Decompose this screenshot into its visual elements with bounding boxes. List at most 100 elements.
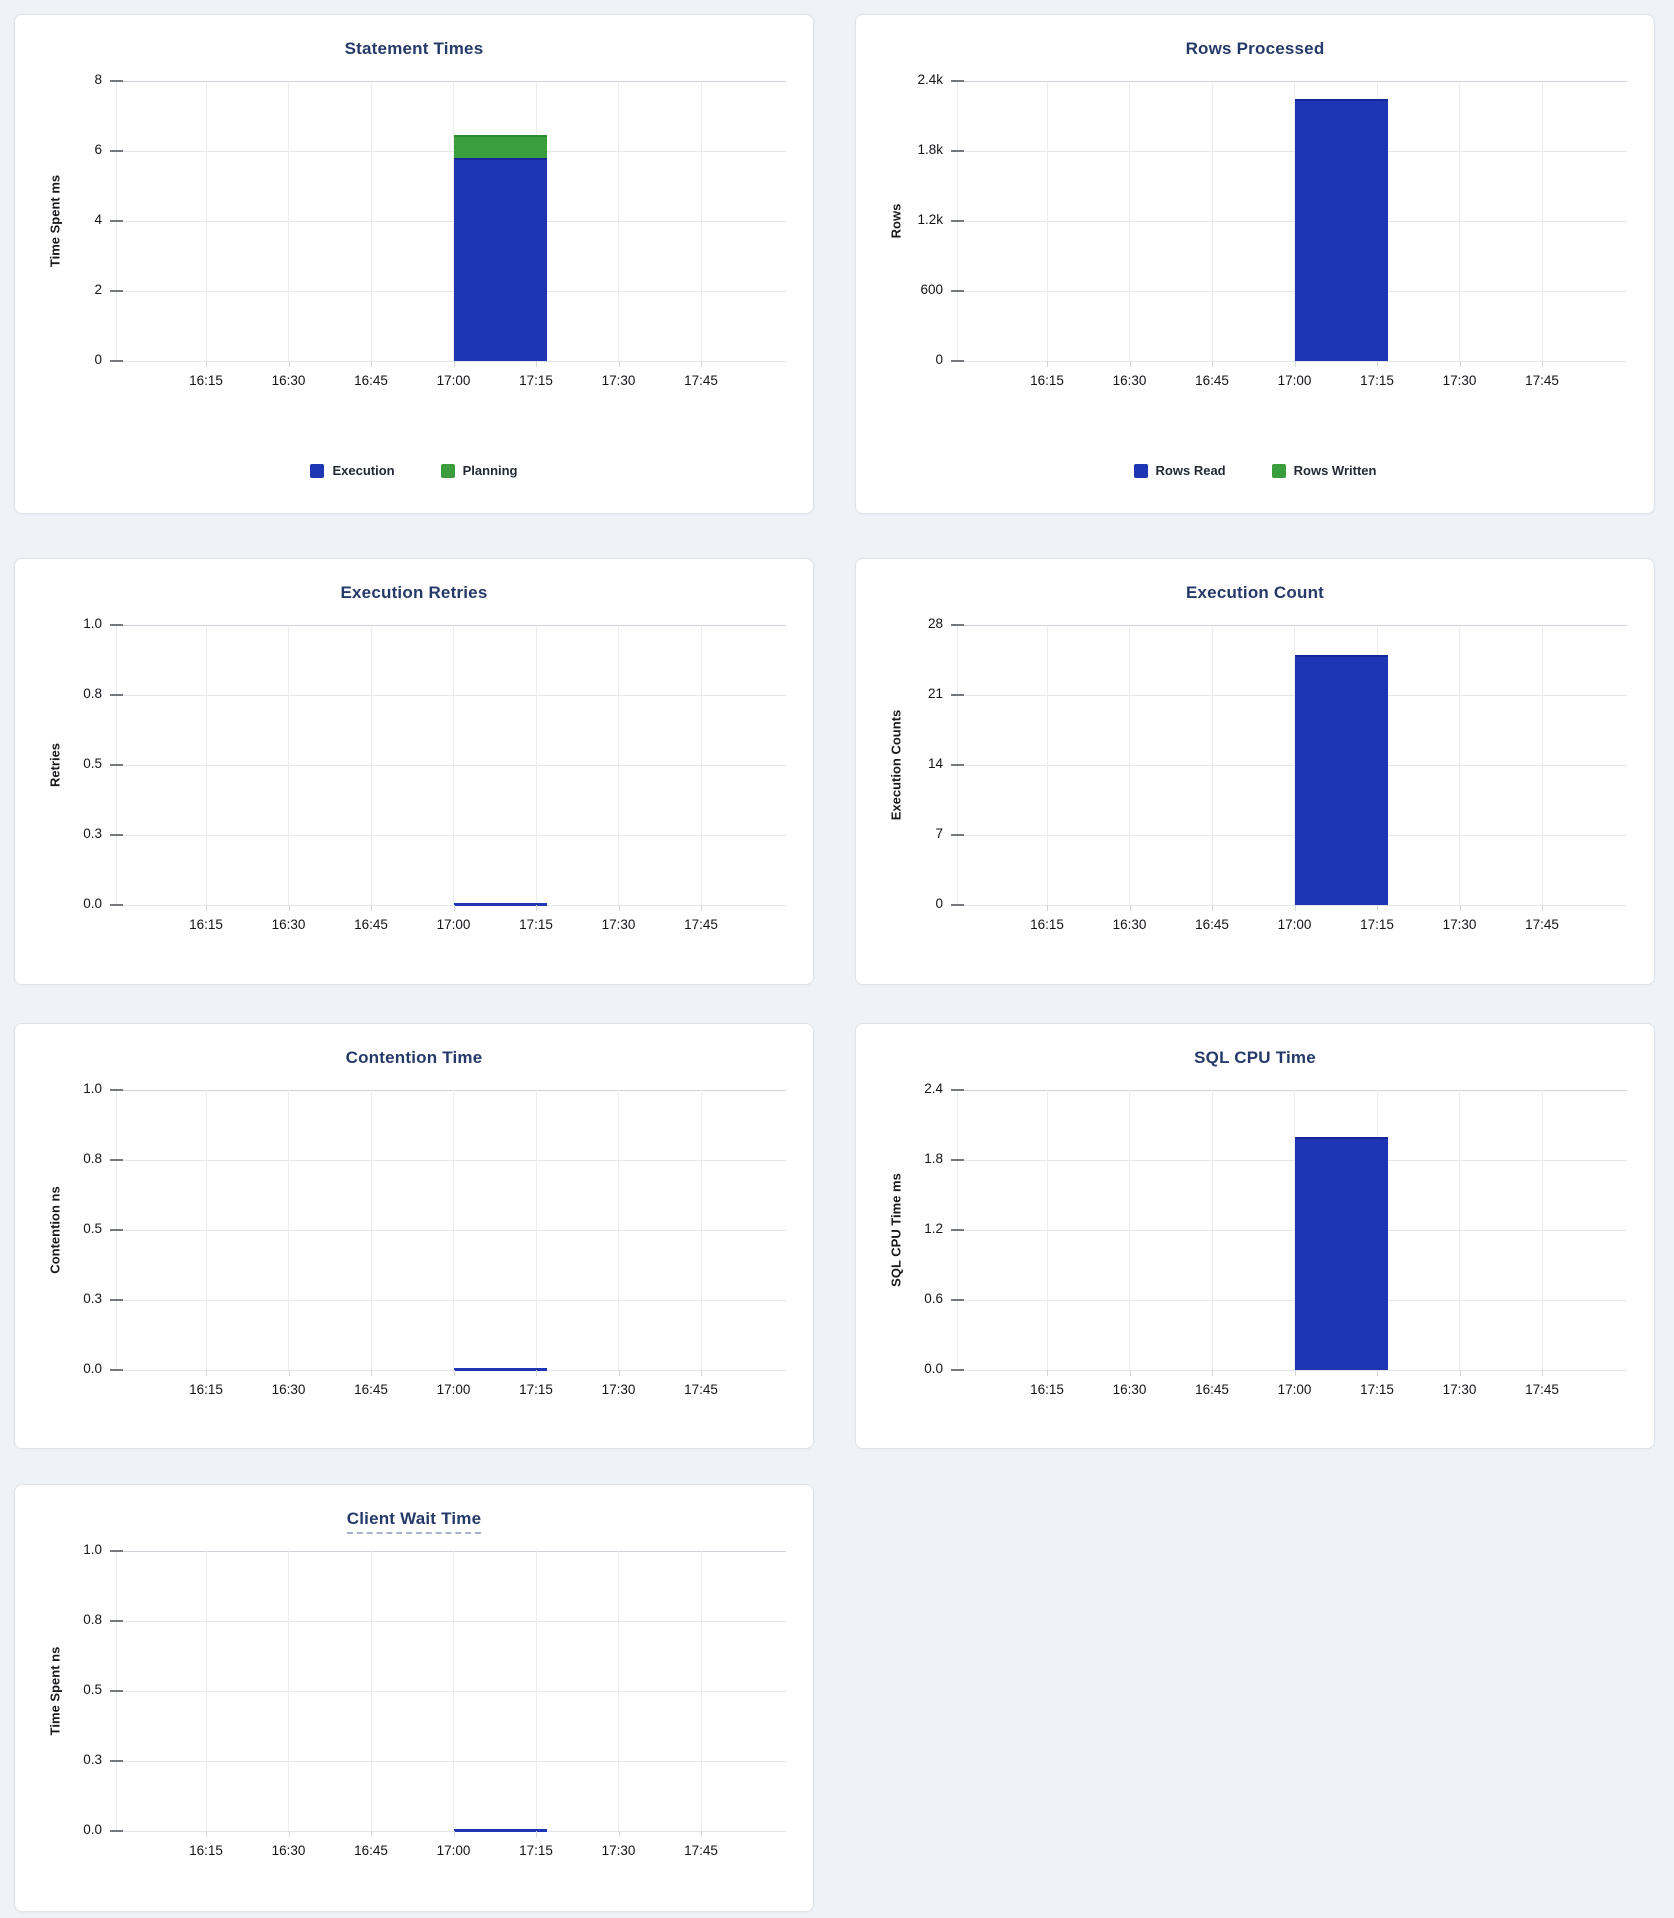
y-tick-mark: [110, 1089, 123, 1091]
y-tick-label: 8: [94, 72, 102, 87]
x-tick-mark: [701, 361, 702, 367]
x-gridline: [1459, 81, 1460, 361]
y-tick-mark: [110, 80, 123, 82]
x-gridline: [1541, 1090, 1543, 1370]
x-tick-label: 17:00: [436, 1843, 471, 1858]
y-tick-label: 1.8k: [917, 142, 943, 157]
y-tick-label: 0.8: [83, 1612, 102, 1627]
x-tick-label: 17:00: [436, 373, 471, 388]
legend-item-planning[interactable]: Planning: [440, 463, 518, 478]
x-gridline: [453, 625, 454, 905]
x-tick-label: 17:30: [1442, 1382, 1477, 1397]
chart-title: SQL CPU Time: [856, 1048, 1654, 1068]
y-tick-label: 1.0: [83, 616, 102, 631]
x-tick-mark: [288, 361, 290, 367]
y-tick-mark: [951, 220, 964, 222]
y-tick-label: 0: [94, 352, 102, 367]
y-gridline: [116, 1760, 786, 1762]
x-gridline: [453, 1090, 454, 1370]
y-tick-label: 0.0: [924, 1361, 943, 1376]
x-tick-label: 16:45: [354, 1382, 388, 1397]
x-tick-label: 16:15: [1030, 373, 1064, 388]
y-gridline: [116, 1299, 786, 1301]
bar-segment: [1294, 1136, 1388, 1370]
chart-title-text: Rows Processed: [1185, 39, 1325, 58]
chart-plot-area: [116, 80, 786, 362]
x-tick-mark: [618, 361, 620, 367]
x-tick-label: 17:00: [436, 917, 471, 932]
y-tick-mark: [110, 624, 123, 626]
x-tick-label: 16:15: [1030, 917, 1064, 932]
x-tick-mark: [1212, 1370, 1213, 1376]
y-gridline: [957, 1089, 1627, 1091]
x-tick-label: 17:45: [684, 917, 718, 932]
x-tick-label: 16:45: [1195, 1382, 1229, 1397]
x-gridline: [288, 625, 289, 905]
x-gridline: [618, 625, 619, 905]
x-gridline: [288, 1551, 289, 1831]
x-tick-label: 17:30: [601, 1843, 636, 1858]
x-gridline: [535, 1090, 537, 1370]
legend-item-rows-read[interactable]: Rows Read: [1133, 463, 1226, 478]
y-tick-mark: [951, 764, 964, 766]
chart-card-contention-time: Contention Time Contention ns 0.0 0.3 0.5 0…: [14, 1023, 814, 1449]
x-tick-label: 17:15: [519, 1843, 553, 1858]
x-gridline: [1459, 1090, 1460, 1370]
x-gridline: [288, 81, 289, 361]
legend-item-rows-written[interactable]: Rows Written: [1271, 463, 1376, 478]
x-tick-mark: [1294, 1370, 1296, 1376]
y-tick-mark: [110, 1620, 123, 1622]
y-tick-label: 0.0: [83, 896, 102, 911]
x-gridline: [205, 625, 207, 905]
x-tick-mark: [371, 1831, 372, 1837]
x-tick-label: 17:30: [601, 1382, 636, 1397]
x-gridline: [205, 1090, 207, 1370]
legend-item-execution[interactable]: Execution: [310, 463, 395, 478]
x-tick-mark: [371, 905, 372, 911]
x-tick-label: 17:15: [1360, 917, 1394, 932]
x-tick-mark: [618, 1370, 620, 1376]
x-tick-label: 17:15: [519, 1382, 553, 1397]
x-tick-label: 17:45: [1525, 917, 1559, 932]
legend-label: Execution: [332, 463, 395, 478]
y-tick-label: 2: [94, 282, 102, 297]
x-tick-label: 17:45: [684, 1382, 718, 1397]
x-tick-mark: [453, 361, 455, 367]
y-gridline: [957, 360, 1627, 362]
y-tick-label: 0.0: [83, 1822, 102, 1837]
y-gridline: [957, 1299, 1627, 1301]
chart-title-text[interactable]: Client Wait Time: [346, 1509, 482, 1534]
x-tick-mark: [1129, 1370, 1131, 1376]
x-gridline: [370, 1090, 372, 1370]
x-tick-mark: [206, 905, 207, 911]
y-tick-label: 1.0: [83, 1081, 102, 1096]
x-tick-mark: [1542, 361, 1543, 367]
y-tick-mark: [110, 1760, 123, 1762]
x-tick-mark: [618, 905, 620, 911]
x-tick-mark: [453, 1370, 455, 1376]
y-tick-mark: [951, 360, 964, 362]
y-gridline: [116, 1369, 786, 1371]
y-gridline: [116, 1089, 786, 1091]
x-tick-label: 17:45: [1525, 1382, 1559, 1397]
x-gridline: [1129, 1090, 1130, 1370]
x-tick-mark: [701, 1831, 702, 1837]
x-tick-label: 16:15: [189, 1382, 223, 1397]
chart-plot-area: [957, 1089, 1627, 1371]
x-tick-mark: [453, 1831, 455, 1837]
x-tick-mark: [1129, 361, 1131, 367]
x-tick-mark: [1542, 905, 1543, 911]
x-gridline: [205, 1551, 207, 1831]
y-tick-mark: [951, 1159, 964, 1161]
x-gridline: [618, 1551, 619, 1831]
x-tick-mark: [288, 905, 290, 911]
y-tick-mark: [110, 1690, 123, 1692]
y-tick-mark: [110, 694, 123, 696]
y-tick-label: 0.8: [83, 1151, 102, 1166]
x-tick-mark: [1459, 905, 1461, 911]
x-gridline: [1129, 81, 1130, 361]
x-tick-mark: [371, 1370, 372, 1376]
x-tick-mark: [1377, 1370, 1378, 1376]
y-gridline: [116, 834, 786, 836]
x-tick-label: 17:30: [1442, 917, 1477, 932]
